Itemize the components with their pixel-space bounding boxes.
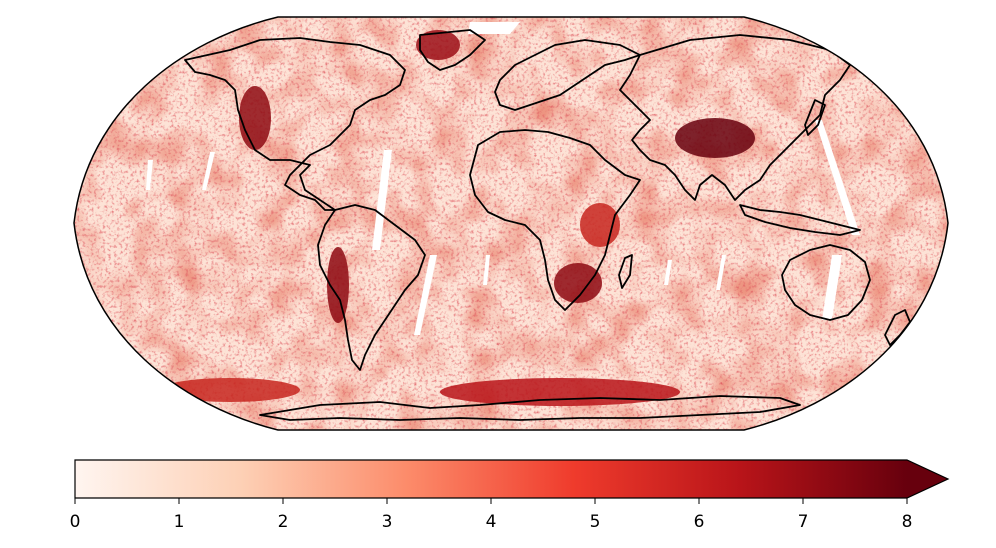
colorbar-outline: [74, 459, 950, 499]
colorbar: 0 1 2 3 4 5 6 7 8: [70, 459, 950, 532]
coast-australia: [781, 244, 871, 321]
swath-africa-west: [483, 255, 490, 285]
coast-asia: [619, 34, 851, 201]
colorbar-tick-label: 5: [590, 512, 601, 532]
tibetan-plateau-high: [675, 118, 755, 158]
colorbar-tick-label: 0: [70, 512, 81, 532]
coast-africa: [469, 129, 641, 311]
missing-data-swaths: [146, 22, 860, 335]
southern-africa-high: [554, 263, 602, 303]
greenland-high: [416, 30, 460, 60]
swath-atlantic: [372, 150, 392, 250]
colorbar-extend-arrow: [907, 460, 948, 498]
andes-high: [327, 247, 349, 323]
map-boundary: [73, 16, 949, 431]
colorbar-tick-label: 3: [382, 512, 393, 532]
colorbar-ticks: 0 1 2 3 4 5 6 7 8: [70, 498, 913, 532]
swath-pacific-central: [146, 160, 153, 190]
swath-australia: [822, 255, 842, 320]
swath-south-atlantic: [414, 255, 437, 335]
colorbar-tick-label: 4: [486, 512, 497, 532]
swath-indian: [664, 260, 672, 285]
antarctic-ring-high: [440, 378, 680, 406]
southern-ocean-west-high: [160, 378, 300, 402]
colorbar-tick-label: 7: [798, 512, 809, 532]
coast-indonesia: [739, 204, 861, 236]
map-panel: [73, 16, 949, 431]
swath-indian-2: [716, 255, 726, 290]
swath-arctic: [468, 22, 520, 34]
coast-japan: [804, 99, 826, 136]
colorbar-tick-label: 1: [174, 512, 185, 532]
coast-greenland: [419, 29, 486, 71]
coast-madagascar: [618, 254, 633, 289]
coast-europe: [494, 39, 641, 111]
colorbar-tick-label: 6: [694, 512, 705, 532]
swath-pacific-east: [202, 152, 215, 190]
coast-antarctica: [259, 395, 801, 421]
rockies-high: [239, 86, 271, 150]
pixel-noise-layer: [74, 17, 948, 430]
colorbar-gradient: [75, 460, 907, 498]
colorbar-tick-label: 8: [902, 512, 913, 532]
high-value-regions: [160, 30, 755, 406]
coast-south-america: [317, 204, 426, 371]
colorbar-tick-label: 2: [278, 512, 289, 532]
coast-north-america: [184, 37, 406, 211]
central-africa-high: [580, 203, 620, 247]
swath-west-pacific: [815, 120, 860, 235]
